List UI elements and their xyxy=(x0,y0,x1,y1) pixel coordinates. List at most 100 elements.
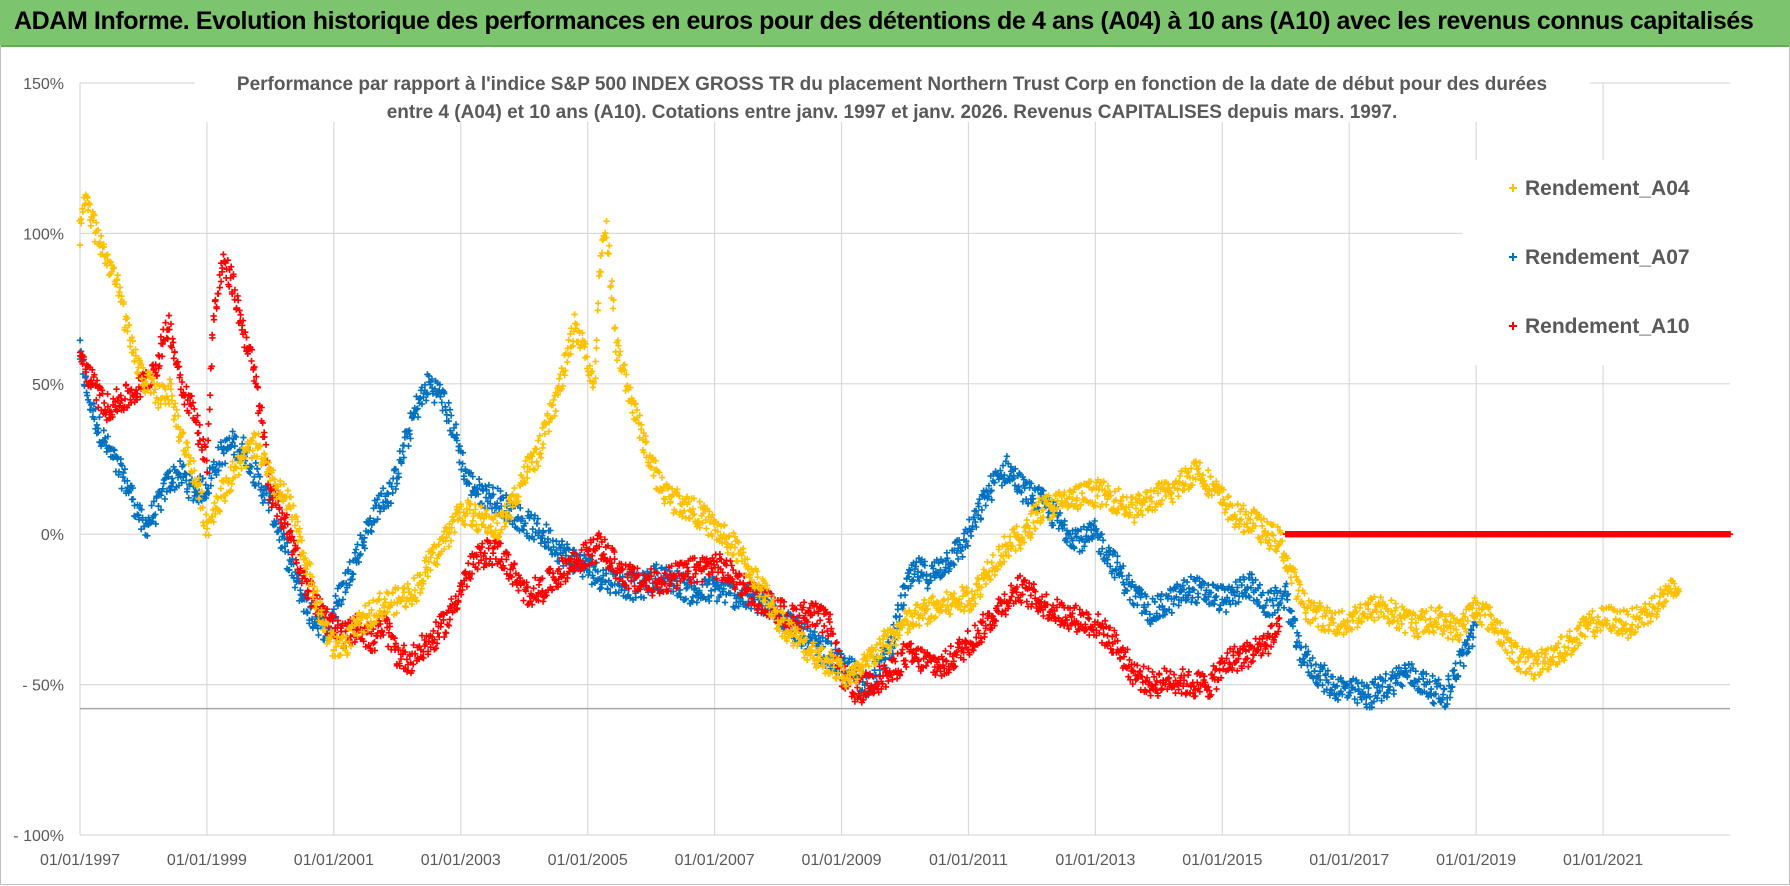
marker-rendement-a07 xyxy=(483,486,490,494)
marker-rendement-a04 xyxy=(571,311,578,318)
marker-rendement-a07 xyxy=(1464,648,1472,656)
marker-rendement-a07 xyxy=(356,552,363,559)
marker-rendement-a07 xyxy=(134,511,141,518)
marker-rendement-a07 xyxy=(215,467,222,474)
marker-rendement-a04 xyxy=(552,407,559,415)
marker-rendement-a07 xyxy=(387,500,395,507)
marker-rendement-a07 xyxy=(1246,594,1253,601)
marker-rendement-a07 xyxy=(104,433,112,440)
marker-rendement-a07 xyxy=(332,592,339,600)
marker-rendement-a04 xyxy=(494,520,501,527)
marker-rendement-a07 xyxy=(1440,686,1448,693)
marker-rendement-a10 xyxy=(220,251,227,258)
marker-rendement-a04 xyxy=(86,201,94,208)
marker-rendement-a07 xyxy=(1382,670,1390,678)
marker-rendement-a07 xyxy=(350,571,357,578)
marker-rendement-a10 xyxy=(1001,591,1008,598)
marker-rendement-a07 xyxy=(1390,690,1398,698)
marker-rendement-a07 xyxy=(346,581,353,589)
marker-rendement-a07 xyxy=(459,449,466,456)
marker-rendement-a07 xyxy=(414,413,422,421)
marker-rendement-a07 xyxy=(417,395,424,402)
marker-rendement-a10 xyxy=(113,386,120,393)
marker-rendement-a10 xyxy=(384,643,392,650)
marker-rendement-a07 xyxy=(352,546,360,553)
marker-rendement-a07 xyxy=(361,545,368,552)
marker-rendement-a07 xyxy=(445,417,452,425)
marker-rendement-a07 xyxy=(256,473,264,480)
marker-rendement-a04 xyxy=(593,337,600,344)
marker-rendement-a07 xyxy=(519,515,526,522)
marker-rendement-a07 xyxy=(259,491,266,499)
marker-rendement-a10 xyxy=(195,429,202,437)
marker-rendement-a07 xyxy=(982,502,989,509)
marker-rendement-a07 xyxy=(910,576,917,584)
marker-rendement-a04 xyxy=(76,241,84,249)
marker-rendement-a07 xyxy=(517,504,524,512)
marker-rendement-a07 xyxy=(448,412,455,419)
marker-rendement-a07 xyxy=(290,561,297,568)
marker-rendement-a07 xyxy=(1193,599,1200,607)
header-banner: ADAM Informe. Evolution historique des p… xyxy=(0,0,1790,47)
marker-rendement-a07 xyxy=(919,572,927,579)
marker-rendement-a07 xyxy=(91,415,98,423)
marker-rendement-a04 xyxy=(609,305,617,312)
marker-rendement-a07 xyxy=(1457,659,1464,666)
marker-rendement-a07 xyxy=(90,400,98,407)
marker-rendement-a10 xyxy=(520,597,527,604)
marker-rendement-a07 xyxy=(529,525,536,533)
marker-rendement-a04 xyxy=(447,537,455,544)
marker-rendement-a07 xyxy=(431,385,439,393)
marker-rendement-a07 xyxy=(579,573,586,580)
marker-rendement-a07 xyxy=(596,585,603,593)
marker-rendement-a10 xyxy=(979,611,987,618)
marker-rendement-a07 xyxy=(602,578,609,585)
marker-rendement-a10 xyxy=(181,401,188,408)
marker-rendement-a07 xyxy=(464,479,472,486)
marker-rendement-a04 xyxy=(703,525,710,532)
marker-rendement-a07 xyxy=(692,585,699,592)
marker-rendement-a10 xyxy=(1213,685,1220,693)
marker-rendement-a07 xyxy=(446,427,454,434)
marker-rendement-a07 xyxy=(339,596,347,603)
marker-rendement-a07 xyxy=(115,471,122,478)
marker-rendement-a07 xyxy=(178,479,185,486)
marker-rendement-a07 xyxy=(901,583,908,590)
marker-rendement-a10 xyxy=(101,399,108,407)
marker-rendement-a10 xyxy=(183,383,190,390)
marker-rendement-a07 xyxy=(405,442,412,450)
marker-rendement-a10 xyxy=(649,592,656,599)
marker-rendement-a07 xyxy=(494,500,501,507)
marker-rendement-a07 xyxy=(379,485,387,492)
marker-rendement-a07 xyxy=(653,561,660,568)
marker-rendement-a07 xyxy=(144,532,151,539)
marker-rendement-a07 xyxy=(553,546,560,554)
marker-rendement-a10 xyxy=(217,278,225,285)
marker-rendement-a07 xyxy=(285,549,292,556)
marker-rendement-a07 xyxy=(174,469,182,476)
marker-rendement-a10 xyxy=(1179,666,1186,673)
marker-rendement-a07 xyxy=(594,568,601,575)
marker-rendement-a07 xyxy=(183,471,190,478)
marker-rendement-a07 xyxy=(397,458,405,465)
marker-rendement-a07 xyxy=(232,433,240,441)
marker-rendement-a07 xyxy=(125,489,132,497)
marker-rendement-a07 xyxy=(252,459,259,467)
marker-rendement-a04 xyxy=(593,344,600,352)
marker-rendement-a07 xyxy=(921,558,928,565)
marker-rendement-a07 xyxy=(100,427,107,434)
marker-rendement-a07 xyxy=(219,461,226,468)
marker-rendement-a07 xyxy=(103,448,110,455)
marker-rendement-a07 xyxy=(385,490,392,498)
marker-rendement-a07 xyxy=(733,599,740,606)
marker-rendement-a07 xyxy=(654,570,661,577)
marker-rendement-a07 xyxy=(138,506,145,513)
marker-rendement-a07 xyxy=(918,569,925,576)
marker-rendement-a04 xyxy=(650,472,657,479)
marker-rendement-a07 xyxy=(374,516,381,523)
marker-rendement-a04 xyxy=(594,307,601,314)
marker-rendement-a07 xyxy=(163,488,170,495)
marker-rendement-a07 xyxy=(469,473,476,480)
marker-rendement-a07 xyxy=(392,466,399,473)
